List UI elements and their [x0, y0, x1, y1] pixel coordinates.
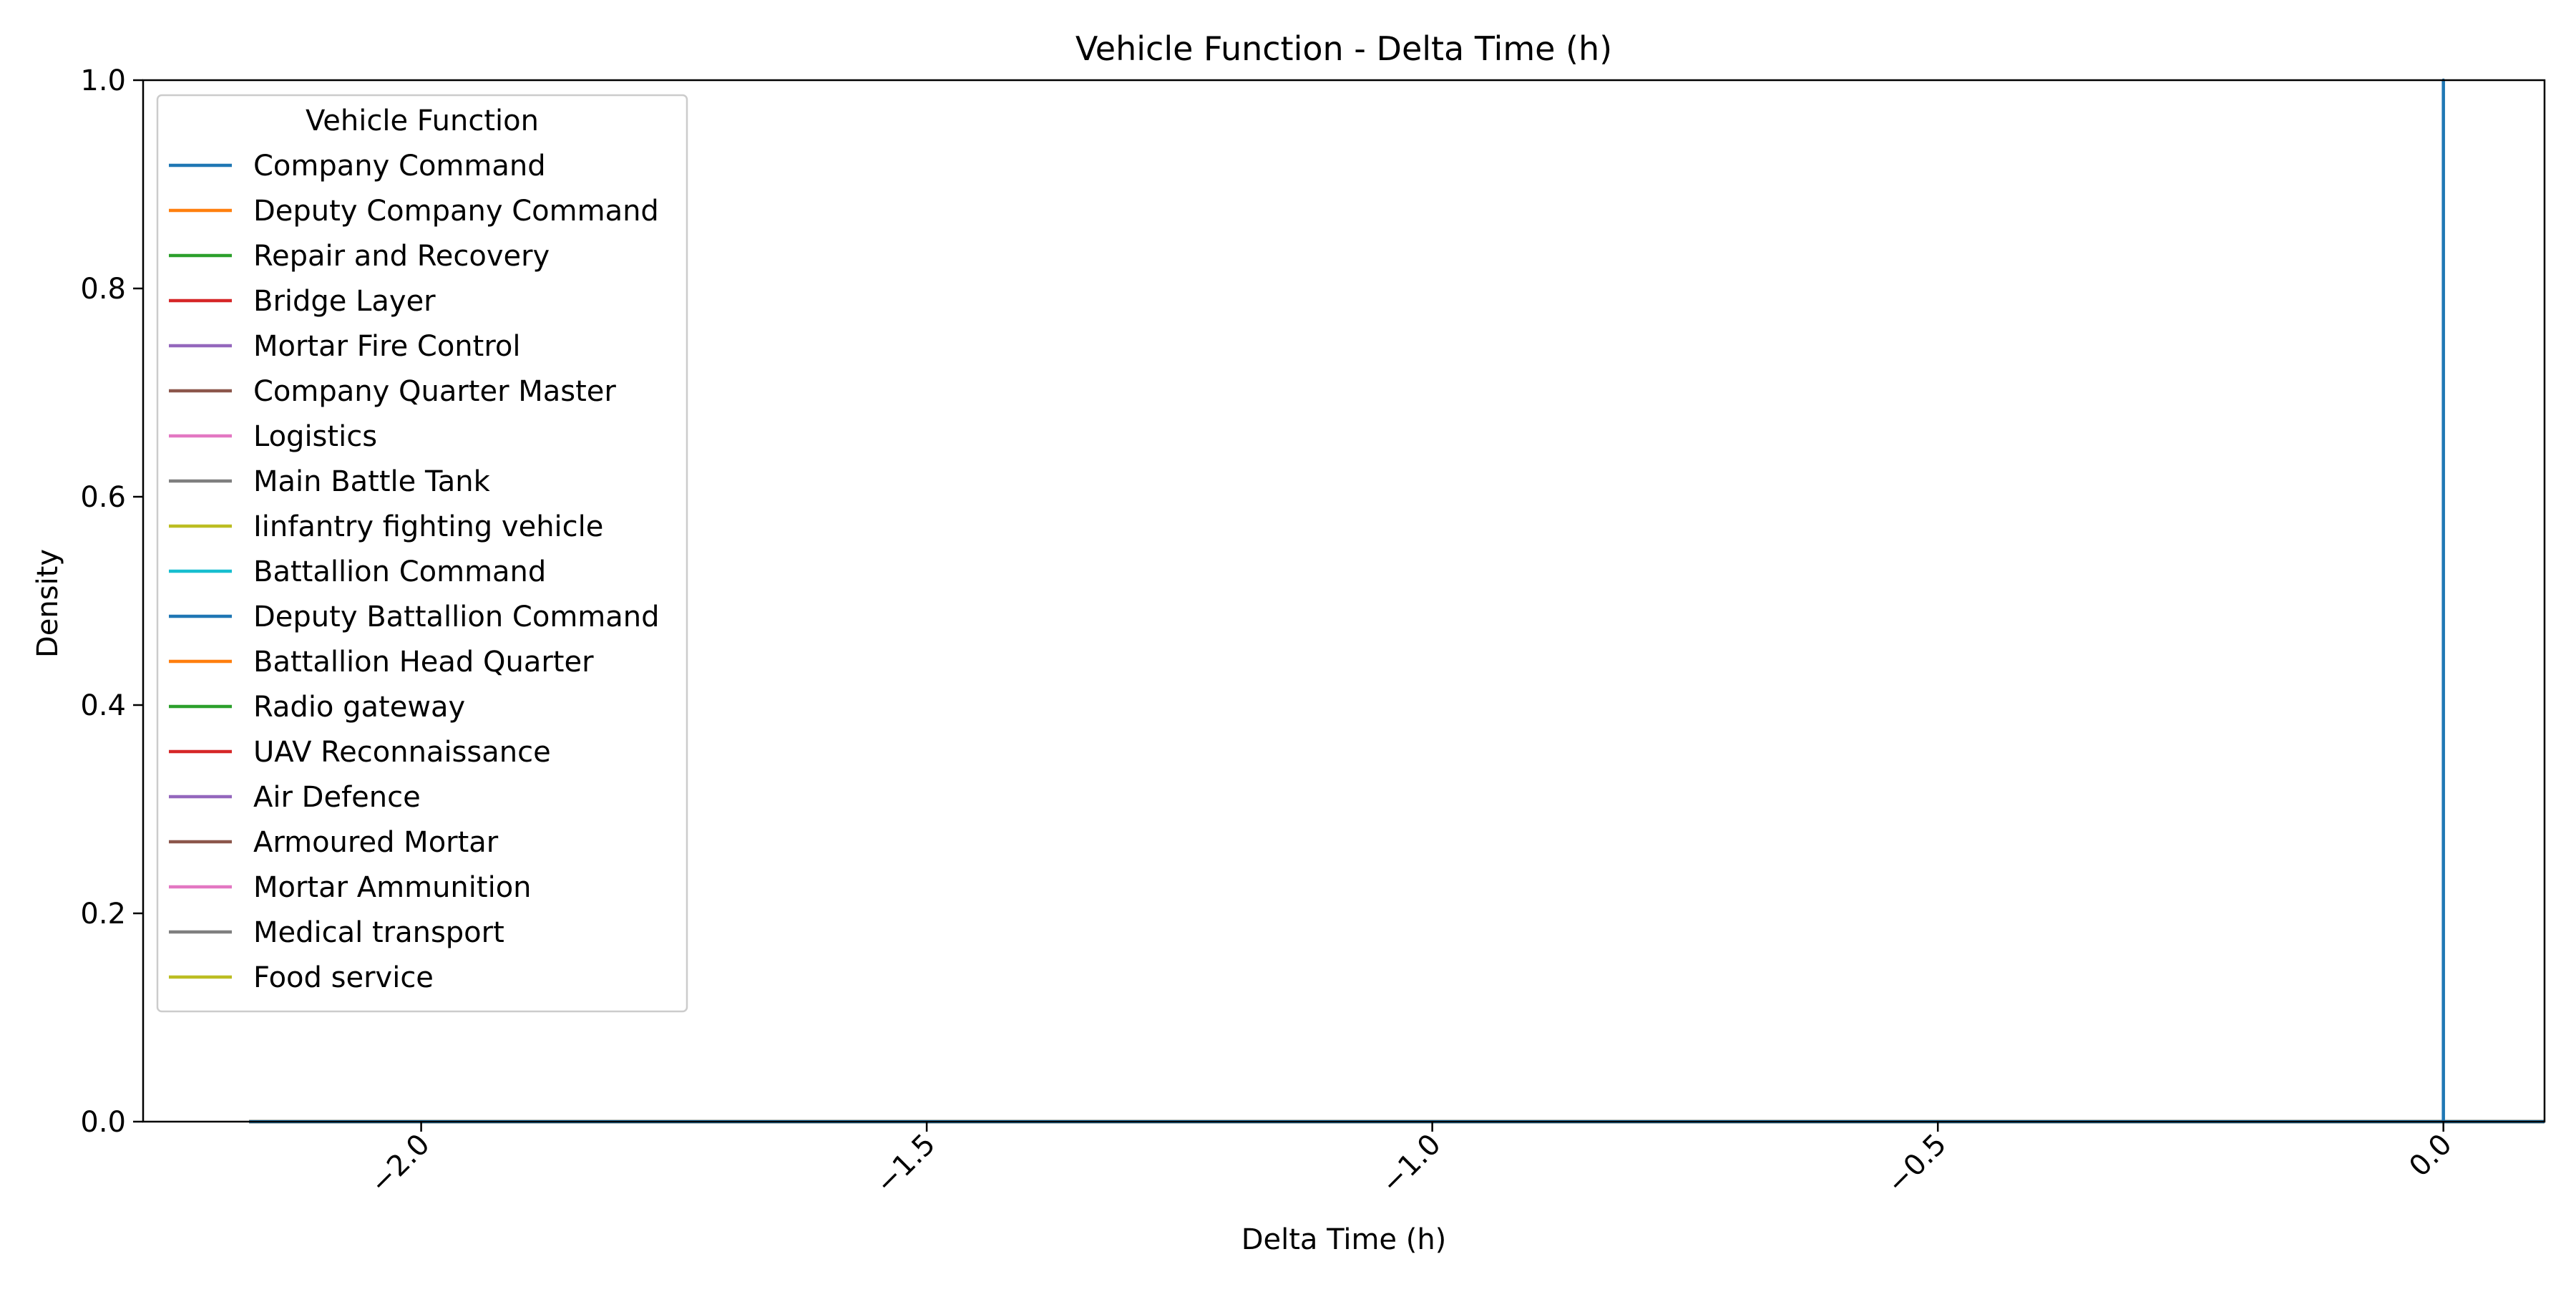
legend: Vehicle Function Company Command Deputy C… — [156, 94, 688, 1013]
legend-entries: Company Command Deputy Company Command Rep… — [169, 150, 660, 994]
y-tick-label: 1.0 — [80, 64, 126, 97]
y-tick-label: 0.0 — [80, 1106, 126, 1139]
legend-item: Repair and Recovery — [169, 240, 550, 273]
legend-item: Deputy Company Command — [169, 195, 659, 228]
legend-label: Deputy Company Command — [253, 195, 659, 228]
legend-label: Company Quarter Master — [253, 375, 616, 408]
legend-title: Vehicle Function — [306, 105, 539, 137]
legend-item: Company Quarter Master — [169, 375, 616, 408]
y-tick-label: 0.2 — [80, 898, 126, 931]
legend-label: Battallion Command — [253, 555, 546, 588]
legend-item: Radio gateway — [169, 691, 465, 724]
legend-item: Air Defence — [169, 781, 421, 814]
legend-item: Food service — [169, 961, 434, 994]
legend-label: Battallion Head Quarter — [253, 646, 594, 679]
legend-item: Battallion Head Quarter — [169, 646, 594, 679]
legend-item: Mortar Ammunition — [169, 871, 532, 904]
legend-label: Mortar Fire Control — [253, 330, 520, 363]
legend-item: Mortar Fire Control — [169, 330, 520, 363]
legend-item: Main Battle Tank — [169, 465, 491, 498]
y-tick-label: 0.8 — [80, 273, 126, 306]
legend-label: Bridge Layer — [253, 285, 436, 318]
legend-item: Medical transport — [169, 916, 504, 949]
legend-label: Air Defence — [253, 781, 421, 814]
legend-label: Repair and Recovery — [253, 240, 550, 273]
legend-item: Iinfantry fighting vehicle — [169, 510, 603, 543]
legend-label: Food service — [253, 961, 434, 994]
y-axis-label: Density — [31, 549, 64, 658]
plot-frame — [142, 79, 2546, 1123]
legend-item: UAV Reconnaissance — [169, 736, 551, 769]
y-axis: 0.0 0.2 0.4 0.6 0.8 1.0 — [80, 64, 143, 1139]
legend-item: Company Command — [169, 150, 546, 183]
legend-item: Battallion Command — [169, 555, 546, 588]
legend-item: Logistics — [169, 420, 377, 453]
legend-box — [156, 94, 688, 1013]
legend-label: Logistics — [253, 420, 377, 453]
legend-label: Mortar Ammunition — [253, 871, 532, 904]
legend-label: Deputy Battallion Command — [253, 601, 660, 633]
y-tick-label: 0.6 — [80, 481, 126, 514]
x-axis-label: Delta Time (h) — [1241, 1223, 1447, 1256]
legend-item: Bridge Layer — [169, 285, 436, 318]
legend-label: Radio gateway — [253, 691, 465, 724]
legend-label: Medical transport — [253, 916, 504, 949]
legend-item: Deputy Battallion Command — [169, 601, 660, 633]
chart-title: Vehicle Function - Delta Time (h) — [1075, 29, 1612, 68]
legend-label: Company Command — [253, 150, 546, 183]
legend-label: UAV Reconnaissance — [253, 736, 551, 769]
legend-label: Iinfantry fighting vehicle — [253, 510, 603, 543]
legend-label: Armoured Mortar — [253, 826, 499, 859]
legend-label: Main Battle Tank — [253, 465, 491, 498]
y-tick-label: 0.4 — [80, 689, 126, 722]
legend-item: Armoured Mortar — [169, 826, 499, 859]
